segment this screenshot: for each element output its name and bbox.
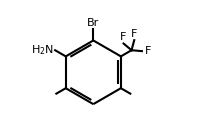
Text: H$_2$N: H$_2$N	[31, 43, 54, 57]
Text: F: F	[145, 46, 152, 56]
Text: F: F	[120, 32, 126, 42]
Text: F: F	[131, 29, 138, 39]
Text: Br: Br	[87, 18, 99, 28]
